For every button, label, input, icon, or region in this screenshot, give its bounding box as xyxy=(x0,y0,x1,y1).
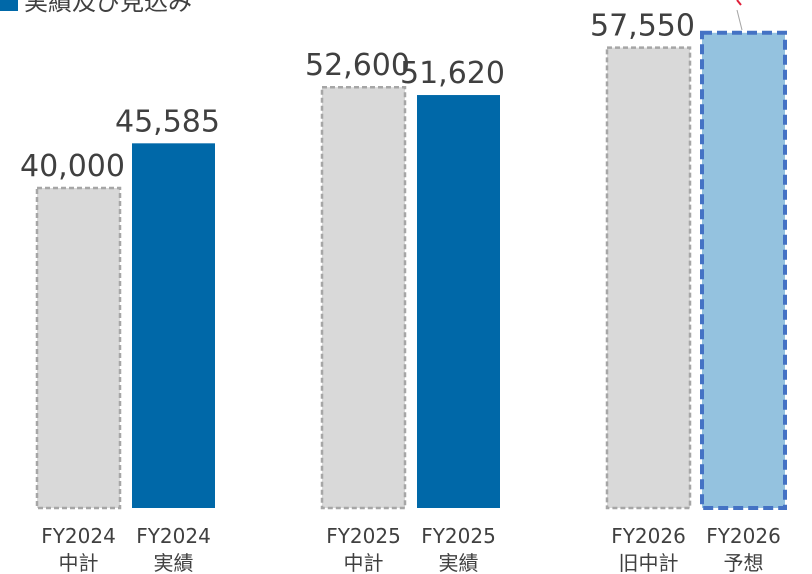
x-tick-label: FY2026 xyxy=(611,524,686,548)
legend-label: 実績及び見込み xyxy=(24,0,192,16)
x-tick-label: 予想 xyxy=(724,551,764,574)
annotation-mark xyxy=(736,0,742,6)
value-label: 51,620 xyxy=(400,56,505,91)
x-tick-label: 旧中計 xyxy=(619,551,679,574)
bar xyxy=(605,46,692,510)
bar xyxy=(320,85,407,510)
x-tick-label: FY2025 xyxy=(326,524,401,548)
value-label: 45,585 xyxy=(115,104,220,139)
x-tick-label: FY2024 xyxy=(41,524,116,548)
value-label: 57,550 xyxy=(590,9,695,44)
x-tick-label: 実績 xyxy=(154,551,194,574)
x-tick-label: 中計 xyxy=(344,551,384,574)
x-tick-label: FY2024 xyxy=(136,524,211,548)
bar xyxy=(417,95,500,508)
x-tick-label: FY2025 xyxy=(421,524,496,548)
bar xyxy=(700,30,787,511)
bar xyxy=(35,186,122,510)
x-tick-label: FY2026 xyxy=(706,524,781,548)
x-tick-label: 中計 xyxy=(59,551,99,574)
value-label: 40,000 xyxy=(20,149,125,184)
bar xyxy=(132,143,215,508)
leader-line xyxy=(736,9,743,31)
x-tick-label: 実績 xyxy=(439,551,479,574)
value-label: 52,600 xyxy=(305,48,410,83)
legend-swatch xyxy=(0,0,18,11)
